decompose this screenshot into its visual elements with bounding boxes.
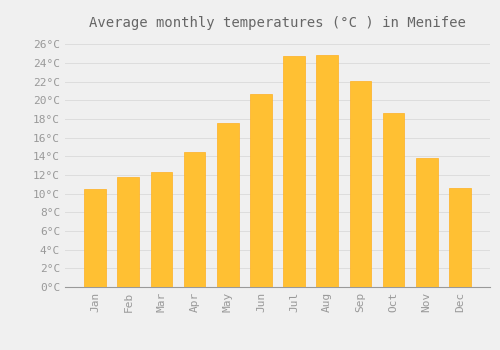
- Bar: [383, 113, 404, 287]
- Bar: [316, 55, 338, 287]
- Title: Average monthly temperatures (°C ) in Menifee: Average monthly temperatures (°C ) in Me…: [89, 16, 466, 30]
- Bar: [284, 56, 305, 287]
- Bar: [150, 172, 172, 287]
- Bar: [184, 152, 206, 287]
- Bar: [118, 177, 139, 287]
- Bar: [350, 81, 371, 287]
- Bar: [84, 189, 106, 287]
- Bar: [416, 158, 438, 287]
- Bar: [217, 123, 238, 287]
- Bar: [449, 188, 470, 287]
- Bar: [250, 94, 272, 287]
